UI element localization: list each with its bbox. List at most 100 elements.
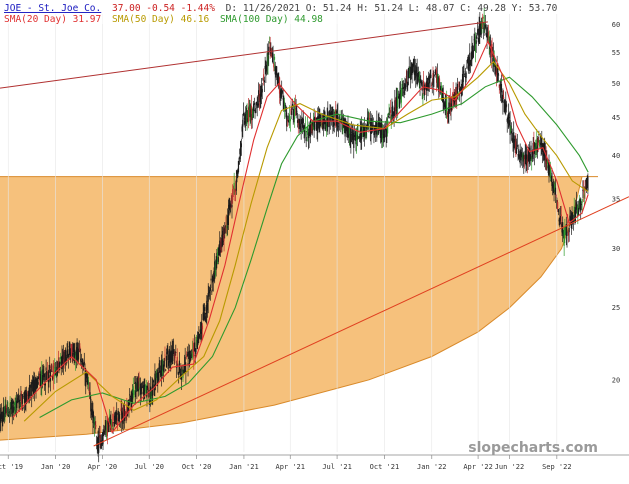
candle: [64, 350, 66, 365]
candle-body: [152, 380, 155, 383]
candle: [111, 413, 113, 427]
candle-body: [572, 220, 575, 223]
candle-body: [202, 312, 204, 321]
candle-body: [320, 116, 322, 120]
candle-body: [85, 374, 88, 379]
candle: [342, 115, 344, 135]
candle: [500, 78, 502, 102]
candle: [100, 434, 103, 449]
x-tick-label: Jan '20: [41, 463, 71, 471]
candle-body: [514, 141, 516, 151]
candle: [575, 191, 577, 214]
candle-body: [223, 234, 225, 241]
candle: [59, 361, 61, 371]
candle-body: [368, 120, 370, 124]
candle-body: [198, 333, 200, 335]
candle: [309, 112, 312, 144]
candle: [44, 373, 46, 391]
candle-body: [474, 39, 477, 52]
candle-body: [567, 221, 569, 223]
candle: [265, 60, 267, 83]
candle-body: [178, 372, 180, 375]
candle: [36, 376, 39, 389]
candle-body: [63, 359, 65, 366]
candle: [464, 67, 467, 88]
candle: [268, 36, 271, 44]
candle-body: [281, 88, 283, 98]
candle: [276, 65, 278, 81]
candle-body: [430, 74, 432, 78]
candle-body: [166, 352, 168, 355]
candle: [196, 331, 199, 350]
candle: [459, 81, 461, 102]
candle-body: [41, 375, 44, 384]
candle-body: [217, 257, 219, 262]
candle: [75, 351, 77, 371]
candle-body: [270, 47, 272, 54]
candle: [403, 83, 405, 99]
candle: [416, 58, 418, 87]
candle: [225, 214, 227, 234]
candle: [466, 56, 469, 64]
candle-body: [483, 14, 485, 25]
candle: [211, 274, 214, 292]
candle-body: [360, 128, 362, 140]
candle: [263, 68, 265, 86]
candle: [409, 66, 411, 78]
candle-body: [80, 360, 83, 362]
candle: [334, 109, 336, 117]
candle: [87, 373, 89, 390]
candle-body: [0, 411, 3, 420]
candle: [30, 382, 32, 388]
candle-body: [364, 126, 366, 129]
candle-body: [108, 417, 111, 424]
candle-body: [208, 291, 210, 293]
candle: [397, 87, 399, 119]
candle-body: [257, 103, 259, 106]
candle-body: [229, 204, 232, 208]
candle: [469, 43, 471, 74]
candle-body: [434, 71, 436, 74]
candle-body: [349, 133, 351, 145]
candle-body: [582, 190, 584, 191]
candle: [526, 149, 528, 174]
candle-body: [423, 81, 425, 91]
candle-body: [112, 428, 114, 430]
candle-body: [518, 154, 521, 159]
candle-body: [486, 33, 488, 38]
candle: [504, 99, 506, 115]
symbol-link[interactable]: JOE - St. Joe Co.: [4, 3, 101, 14]
candle-body: [20, 393, 22, 402]
candle: [46, 370, 48, 382]
candle: [533, 141, 536, 166]
candle-body: [511, 137, 513, 142]
candle: [412, 64, 414, 74]
candle-body: [469, 60, 472, 66]
candle-body: [424, 87, 426, 89]
candle: [218, 244, 220, 256]
moving-averages-layer: [12, 39, 589, 434]
candle: [307, 116, 309, 142]
candle-body: [195, 348, 197, 353]
candle: [272, 45, 274, 64]
candle-body: [367, 117, 369, 127]
candle-body: [461, 73, 464, 88]
candle: [202, 304, 204, 321]
candle-body: [392, 105, 394, 111]
candle-body: [235, 179, 237, 191]
candle-body: [273, 56, 276, 60]
candle-body: [31, 382, 33, 396]
candle-body: [344, 125, 346, 137]
candle: [175, 344, 177, 356]
candle-body: [74, 349, 76, 358]
candle-body: [497, 68, 499, 75]
candle: [328, 110, 330, 135]
candle: [254, 109, 256, 119]
candle: [25, 389, 27, 412]
candle-body: [288, 121, 290, 123]
candle-body: [216, 252, 218, 264]
candle: [523, 154, 526, 169]
candle: [213, 267, 215, 282]
candle-body: [189, 358, 191, 362]
